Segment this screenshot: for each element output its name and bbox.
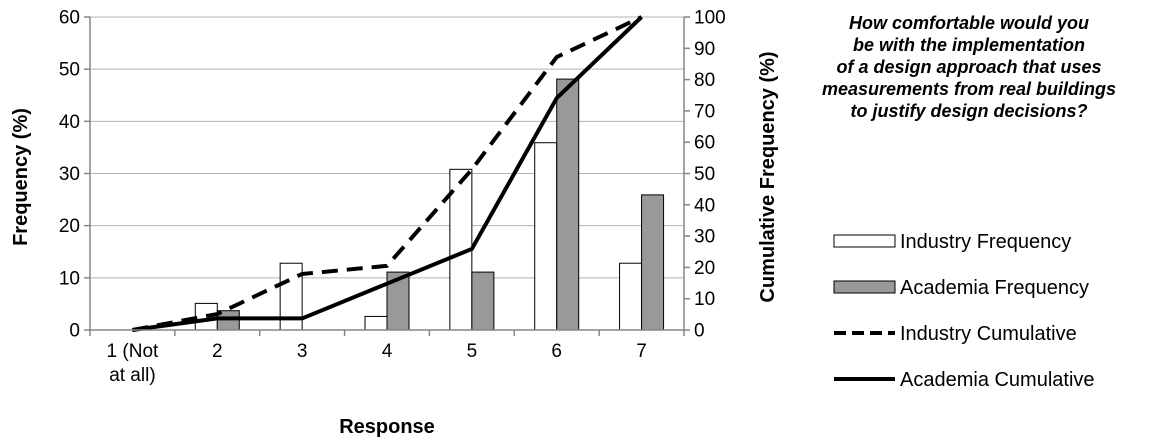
question-line: measurements from real buildings [821,79,1117,99]
legend-label: Industry Frequency [900,231,1071,253]
y2-tick-label: 100 [694,8,726,29]
y2-tick-label: 90 [694,39,715,60]
y-tick-label: 40 [59,112,80,133]
legend-label: Industry Cumulative [900,323,1077,345]
x-tick-label: 7 [636,341,647,362]
industry-frequency-bar [534,142,558,331]
academia-frequency-bar [471,271,495,331]
legend-label: Academia Frequency [900,277,1089,299]
academia-frequency-bar [556,78,580,331]
y2-tick-label: 10 [694,289,715,310]
y-axis-left-ticks: 0 10 20 30 40 50 60 [59,8,90,342]
y2-axis-title: Cumulative Frequency (%) [757,51,779,302]
question-line: How comfortable would you [848,13,1089,33]
y2-tick-label: 50 [694,164,715,185]
academia-cumulative-line [132,15,643,332]
cumulative-lines [132,15,643,332]
industry-frequency-bar [619,262,643,331]
y2-tick-label: 70 [694,101,715,122]
y-tick-label: 30 [59,164,80,185]
legend-swatch-industry-frequency [833,234,896,248]
y2-tick-label: 0 [694,321,705,342]
y-axis-title: Frequency (%) [10,108,32,246]
industry-cumulative-line [132,15,643,332]
y-tick-label: 0 [69,321,80,342]
x-axis-ticks: 1 (Not at all) 2 3 4 5 6 7 [89,330,685,386]
x-tick-label: 1 (Not at all) [107,341,159,386]
y2-tick-label: 80 [694,70,715,91]
question-line: be with the implementation [852,35,1085,55]
question-line: of a design approach that uses [836,57,1102,77]
x-axis-title: Response [339,416,435,438]
y2-tick-label: 30 [694,227,715,248]
x-tick-label: 5 [467,341,478,362]
y2-tick-label: 20 [694,258,715,279]
survey-question: How comfortable would you be with the imp… [780,12,1158,122]
academia-frequency-bar [641,194,665,331]
x-tick-label: 3 [297,341,308,362]
industry-frequency-bar [364,315,388,331]
y-tick-label: 60 [59,8,80,29]
x-tick-label: 6 [551,341,562,362]
y-tick-label: 10 [59,268,80,289]
x-tick-label: 2 [212,341,223,362]
y-tick-label: 20 [59,216,80,237]
question-line: to justify design decisions? [850,101,1088,121]
y2-tick-label: 40 [694,195,715,216]
legend-swatch-academia-frequency [833,280,896,294]
y-tick-label: 50 [59,60,80,81]
x-tick-label: 4 [382,341,393,362]
y-axis-right-ticks: 0 10 20 30 40 50 60 70 80 90 100 [684,8,726,342]
y2-tick-label: 60 [694,133,715,154]
gridlines [90,16,684,279]
legend-label: Academia Cumulative [900,369,1095,391]
legend: Industry Frequency Academia Frequency Indu… [833,231,1095,391]
